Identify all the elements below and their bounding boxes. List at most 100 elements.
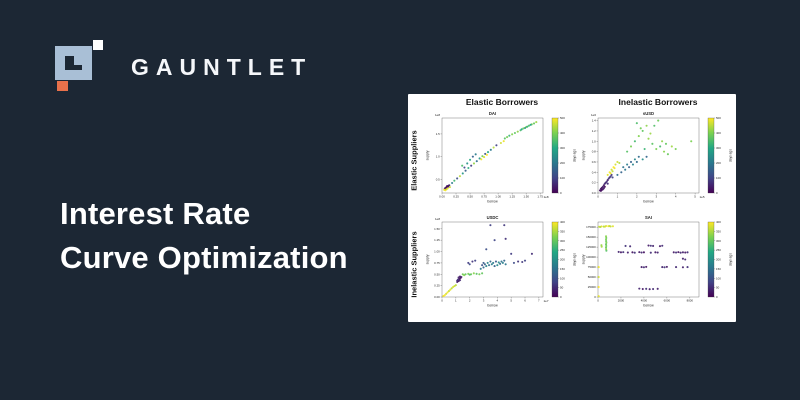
y-tick-label: 0.8 bbox=[592, 150, 596, 154]
y-tick-label: 1.25 bbox=[434, 238, 440, 242]
colorbar-tick-label: 0 bbox=[560, 295, 562, 299]
x-tick-label: 3 bbox=[483, 299, 485, 303]
chart-svg: USDC 1e8 1e7 0 1 2 3 4 5 6 7 0.00 0.25 0.50 0.75 1.00 1.… bbox=[426, 215, 577, 308]
x-axis-label: borrow bbox=[643, 304, 654, 308]
x-offset-label: 1e7 bbox=[544, 299, 549, 303]
x-tick-label: 0 bbox=[441, 299, 443, 303]
col-header-inelastic-borrowers: Inelastic Borrowers bbox=[618, 97, 698, 107]
y-axis-label: supply bbox=[426, 254, 430, 264]
subplot-title: DAI bbox=[489, 111, 496, 116]
x-tick-label: 1.00 bbox=[495, 195, 501, 199]
y-tick-label: 25000 bbox=[588, 285, 596, 289]
x-tick-label: 0.50 bbox=[467, 195, 473, 199]
scatter-points bbox=[598, 119, 693, 192]
colorbar-tick-label: 300 bbox=[560, 239, 565, 243]
page-title-line-1: Interest Rate bbox=[60, 196, 251, 231]
colorbar-tick-label: 350 bbox=[716, 229, 721, 233]
colorbar-tick-label: 300 bbox=[716, 239, 721, 243]
x-tick-label: 3 bbox=[655, 195, 657, 199]
colorbar-label: days ago bbox=[729, 149, 733, 162]
brand-logo: GAUNTLET bbox=[55, 40, 312, 91]
y-tick-label: 0.00 bbox=[434, 295, 440, 299]
colorbar-tick-label: 200 bbox=[560, 258, 565, 262]
colorbar-tick-label: 0 bbox=[560, 191, 562, 195]
scatter-chart-susd: sUSD 1e6 1e5 0 1 2 3 4 5 0.0 0.2 0.4 0.6 0.8 1.0 1.2 1.4… bbox=[580, 108, 736, 212]
y-tick-label: 0 bbox=[594, 295, 596, 299]
colorbar-tick-label: 100 bbox=[560, 176, 565, 180]
colorbar-tick-label: 500 bbox=[716, 116, 721, 120]
colorbar-tick-label: 400 bbox=[716, 220, 721, 224]
y-offset-label: 1e8 bbox=[435, 217, 440, 221]
colorbar-label: days ago bbox=[573, 253, 577, 266]
y-tick-label: 1.5 bbox=[436, 132, 440, 136]
colorbar-label: days ago bbox=[729, 253, 733, 266]
brand-wordmark: GAUNTLET bbox=[131, 54, 313, 80]
y-tick-label: 50000 bbox=[588, 275, 596, 279]
colorbar-tick-label: 150 bbox=[560, 267, 565, 271]
page-title: Interest Rate Curve Optimization bbox=[60, 192, 348, 280]
x-tick-label: 0.75 bbox=[481, 195, 487, 199]
y-tick-label: 0.2 bbox=[592, 181, 596, 185]
col-header-elastic-borrowers: Elastic Borrowers bbox=[465, 97, 539, 107]
y-tick-label: 125000 bbox=[586, 245, 596, 249]
x-tick-label: 7 bbox=[538, 299, 540, 303]
x-axis-label: borrow bbox=[487, 200, 498, 204]
x-tick-label: 1 bbox=[455, 299, 457, 303]
y-axis-label: supply bbox=[582, 254, 586, 264]
x-tick-label: 0 bbox=[597, 299, 599, 303]
x-axis-label: borrow bbox=[487, 304, 498, 308]
y-tick-label: 0.50 bbox=[434, 272, 440, 276]
x-offset-label: 1e8 bbox=[544, 195, 549, 199]
colorbar-tick-label: 300 bbox=[716, 146, 721, 150]
y-tick-label: 0.25 bbox=[434, 284, 440, 288]
colorbar-tick-label: 250 bbox=[716, 248, 721, 252]
x-tick-label: 1.75 bbox=[537, 195, 543, 199]
y-offset-label: 1e8 bbox=[435, 113, 440, 117]
y-tick-label: 0.6 bbox=[592, 160, 596, 164]
colorbar-tick-label: 50 bbox=[716, 286, 720, 290]
subplot-title: sUSD bbox=[643, 111, 654, 116]
y-tick-label: 175000 bbox=[586, 225, 596, 229]
row-label-inelastic-suppliers: Inelastic Suppliers bbox=[409, 231, 419, 298]
x-tick-label: 2 bbox=[469, 299, 471, 303]
x-axis-label: borrow bbox=[643, 200, 654, 204]
colorbar-label: days ago bbox=[573, 149, 577, 162]
colorbar-tick-label: 0 bbox=[716, 295, 718, 299]
plot-frame bbox=[597, 117, 700, 194]
scatter-points bbox=[442, 224, 533, 298]
colorbar-tick-label: 400 bbox=[716, 131, 721, 135]
colorbar-tick-label: 150 bbox=[716, 267, 721, 271]
chart-svg: sUSD 1e6 1e5 0 1 2 3 4 5 0.0 0.2 0.4 0.6 0.8 1.0 1.2 1.4… bbox=[582, 111, 733, 204]
x-tick-label: 6000 bbox=[664, 299, 671, 303]
plot-frame bbox=[441, 221, 544, 298]
colorbar-tick-label: 100 bbox=[560, 276, 565, 280]
gauntlet-logo-icon bbox=[55, 40, 103, 91]
y-tick-label: 75000 bbox=[588, 265, 596, 269]
colorbar-tick-label: 200 bbox=[560, 161, 565, 165]
colorbar-tick-label: 350 bbox=[560, 229, 565, 233]
x-tick-label: 6 bbox=[524, 299, 526, 303]
colorbar bbox=[707, 221, 715, 298]
y-offset-label: 1e6 bbox=[591, 113, 596, 117]
x-tick-label: 1.25 bbox=[509, 195, 515, 199]
row-label-elastic-suppliers: Elastic Suppliers bbox=[409, 130, 419, 191]
y-tick-label: 1.4 bbox=[592, 119, 596, 123]
colorbar-tick-label: 100 bbox=[716, 276, 721, 280]
y-tick-label: 1.00 bbox=[434, 250, 440, 254]
x-tick-label: 4 bbox=[497, 299, 499, 303]
scatter-chart-dai: DAI 1e8 1e8 0.00 0.25 0.50 0.75 1.00 1.25 1.50 1.7… bbox=[424, 108, 580, 212]
colorbar bbox=[707, 117, 715, 194]
scatter-chart-usdc: USDC 1e8 1e7 0 1 2 3 4 5 6 7 0.00 0.25 0.50 0.75 1.00 1.… bbox=[424, 212, 580, 316]
x-offset-label: 1e5 bbox=[700, 195, 705, 199]
x-tick-label: 2000 bbox=[618, 299, 625, 303]
x-tick-label: 4000 bbox=[641, 299, 648, 303]
colorbar-tick-label: 50 bbox=[560, 286, 564, 290]
x-tick-label: 1 bbox=[617, 195, 619, 199]
x-tick-label: 5 bbox=[510, 299, 512, 303]
x-tick-label: 0 bbox=[597, 195, 599, 199]
y-tick-label: 0.5 bbox=[436, 177, 440, 181]
scatter-chart-sai: SAI 0 2000 4000 6000 8000 0 25000 50000 75000 1000… bbox=[580, 212, 736, 316]
